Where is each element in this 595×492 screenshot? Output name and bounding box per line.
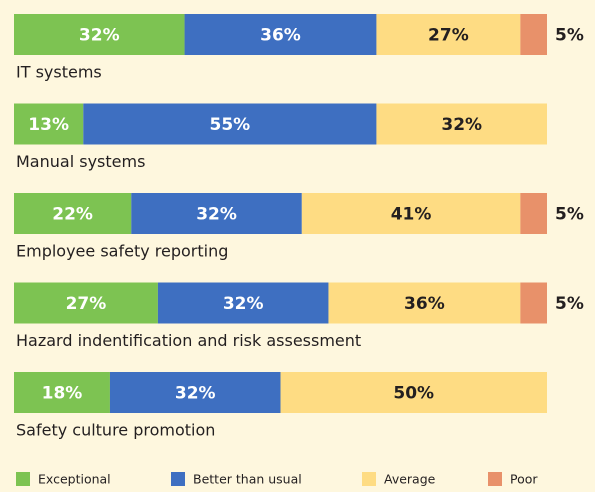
bar-segment	[14, 14, 185, 55]
bar-segment	[520, 193, 547, 234]
category-label: Safety culture promotion	[16, 421, 215, 440]
legend-swatch	[362, 472, 376, 486]
category-label: Hazard indentification and risk assessme…	[16, 331, 361, 350]
value-label: 36%	[404, 294, 445, 314]
value-label: 55%	[210, 115, 251, 135]
value-label: 32%	[441, 115, 482, 135]
legend-swatch	[171, 472, 185, 486]
bar-segment	[157, 282, 329, 324]
value-label: 32%	[79, 26, 120, 46]
bar-segment	[109, 372, 281, 413]
value-label: 5%	[555, 205, 584, 225]
bar-segment	[376, 103, 547, 145]
value-label: 32%	[223, 294, 264, 314]
legend-label: Poor	[510, 472, 538, 487]
bar-segment	[14, 193, 132, 234]
legend-swatch	[488, 472, 502, 486]
legend-label: Exceptional	[38, 472, 111, 487]
bar-segment	[328, 282, 521, 324]
category-label: Manual systems	[16, 152, 145, 171]
legend-label: Better than usual	[193, 472, 302, 487]
value-label: 50%	[393, 384, 434, 404]
bar-segment	[83, 103, 377, 145]
bar-segment	[301, 193, 521, 234]
value-label: 27%	[428, 26, 469, 46]
bar-segment	[14, 282, 158, 324]
value-label: 41%	[391, 205, 432, 225]
bar-segment	[14, 103, 84, 145]
value-label: 32%	[196, 205, 237, 225]
bar-segment	[184, 14, 377, 55]
bar-segment	[131, 193, 302, 234]
value-label: 5%	[555, 294, 584, 314]
value-label: 32%	[175, 384, 216, 404]
legend-label: Average	[384, 472, 436, 487]
value-label: 27%	[66, 294, 107, 314]
bar-segment	[376, 14, 521, 55]
value-label: 5%	[555, 26, 584, 46]
bar-segment	[520, 282, 547, 324]
value-label: 22%	[52, 205, 93, 225]
bar-segment	[14, 372, 110, 413]
category-label: Employee safety reporting	[16, 242, 228, 261]
value-label: 13%	[28, 115, 69, 135]
legend-swatch	[16, 472, 30, 486]
bar-segment	[280, 372, 547, 413]
value-label: 36%	[260, 26, 301, 46]
bar-segment	[520, 14, 547, 55]
category-label: IT systems	[16, 63, 102, 82]
value-label: 18%	[42, 384, 83, 404]
